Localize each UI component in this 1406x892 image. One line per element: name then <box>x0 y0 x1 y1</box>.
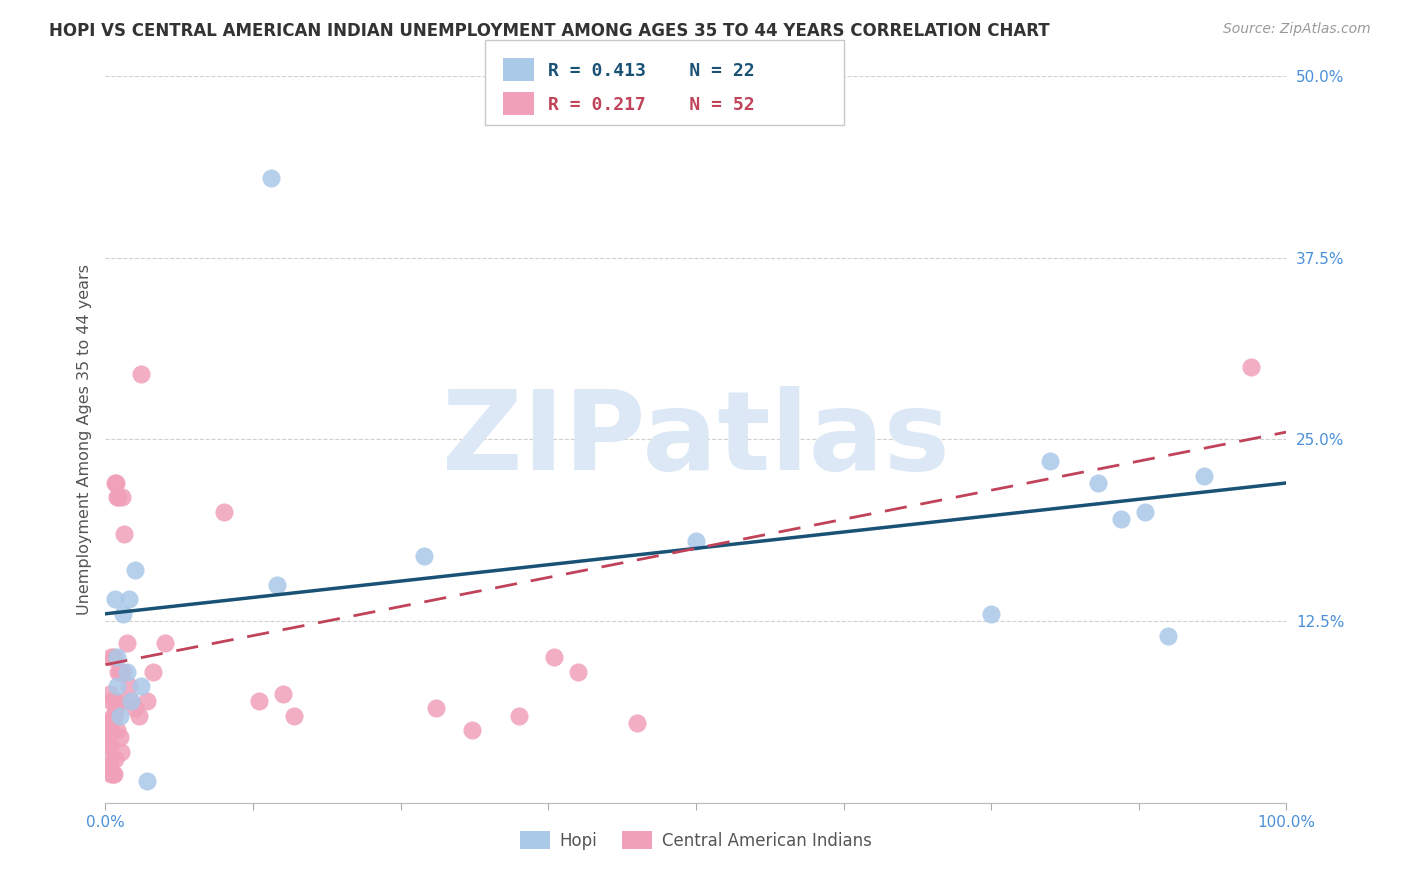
Point <box>110 694 132 708</box>
Point <box>124 563 146 577</box>
Point <box>105 475 128 490</box>
Point <box>104 752 127 766</box>
Point <box>103 650 125 665</box>
Point <box>100 694 122 708</box>
Point <box>120 694 142 708</box>
Point <box>101 766 124 780</box>
Point <box>508 708 530 723</box>
Text: R = 0.217    N = 52: R = 0.217 N = 52 <box>548 96 755 114</box>
Point <box>128 708 150 723</box>
Point <box>118 592 141 607</box>
Point <box>108 708 131 723</box>
Point <box>124 701 146 715</box>
Point <box>105 701 128 715</box>
Point <box>103 708 125 723</box>
Point <box>266 578 288 592</box>
Text: ZIPatlas: ZIPatlas <box>441 386 950 492</box>
Point <box>98 723 121 737</box>
Legend: Hopi, Central American Indians: Hopi, Central American Indians <box>513 825 879 856</box>
Point <box>980 607 1002 621</box>
Text: HOPI VS CENTRAL AMERICAN INDIAN UNEMPLOYMENT AMONG AGES 35 TO 44 YEARS CORRELATI: HOPI VS CENTRAL AMERICAN INDIAN UNEMPLOY… <box>49 22 1050 40</box>
Point <box>100 766 122 780</box>
Point <box>105 650 128 665</box>
Point <box>543 650 565 665</box>
Point <box>118 680 141 694</box>
Point <box>129 680 152 694</box>
Point <box>112 526 135 541</box>
Point <box>212 505 235 519</box>
Point <box>1157 629 1180 643</box>
Point <box>98 738 121 752</box>
Point <box>104 475 127 490</box>
Point <box>425 701 447 715</box>
Point <box>111 491 134 505</box>
Point <box>112 607 135 621</box>
Point <box>1039 454 1062 468</box>
Point <box>1133 505 1156 519</box>
Point <box>283 708 305 723</box>
Point <box>135 694 157 708</box>
Point <box>108 731 131 745</box>
Y-axis label: Unemployment Among Ages 35 to 44 years: Unemployment Among Ages 35 to 44 years <box>76 264 91 615</box>
Point <box>685 534 707 549</box>
Point <box>153 636 176 650</box>
Point <box>98 759 121 773</box>
Point <box>103 766 125 780</box>
Point <box>112 665 135 679</box>
Point <box>142 665 165 679</box>
Point <box>104 694 127 708</box>
Point <box>1109 512 1132 526</box>
Point <box>107 665 129 679</box>
Point <box>120 694 142 708</box>
Point <box>110 745 132 759</box>
Point <box>271 687 294 701</box>
Point <box>107 491 129 505</box>
Point <box>135 774 157 789</box>
Point <box>567 665 589 679</box>
Point <box>115 636 138 650</box>
Point <box>104 592 127 607</box>
Text: R = 0.413    N = 22: R = 0.413 N = 22 <box>548 62 755 80</box>
Point <box>1192 468 1215 483</box>
Point <box>413 549 436 563</box>
Point <box>98 752 121 766</box>
Point <box>100 650 122 665</box>
Point <box>105 723 128 737</box>
Point <box>247 694 270 708</box>
Point <box>100 723 122 737</box>
Point <box>460 723 482 737</box>
Point <box>108 665 131 679</box>
Point <box>1087 475 1109 490</box>
Point <box>105 491 128 505</box>
Point <box>260 170 283 185</box>
Point <box>98 715 121 730</box>
Point <box>98 738 121 752</box>
Point <box>105 680 128 694</box>
Text: Source: ZipAtlas.com: Source: ZipAtlas.com <box>1223 22 1371 37</box>
Point <box>98 687 121 701</box>
Point <box>115 665 138 679</box>
Point <box>626 715 648 730</box>
Point <box>101 708 124 723</box>
Point <box>1240 359 1263 374</box>
Point <box>129 367 152 381</box>
